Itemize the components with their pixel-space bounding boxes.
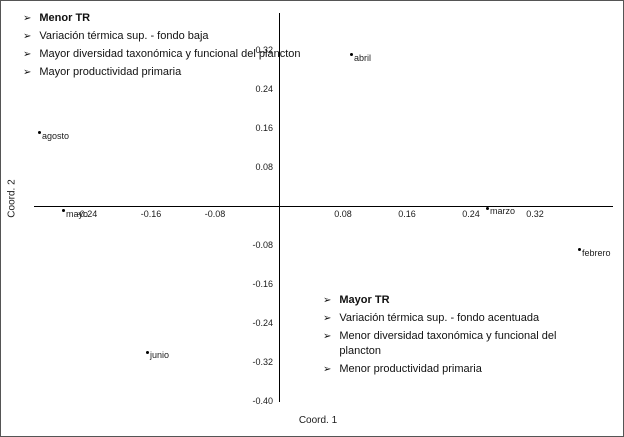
arrow-bullet-icon: ➢ [323, 331, 332, 342]
scatter-point [349, 53, 353, 57]
y-tick-label: 0.32 [255, 45, 273, 55]
x-tick-label: -0.08 [204, 209, 226, 219]
annotation-item: ➢ Mayor TR [323, 293, 599, 308]
x-axis-title: Coord. 1 [298, 415, 338, 426]
arrow-bullet-icon: ➢ [23, 31, 32, 42]
y-tick-label: 0.16 [255, 123, 273, 133]
y-axis-line [279, 13, 280, 402]
annotation-bottom-right: ➢ Mayor TR ➢ Variación térmica sup. - fondo… [323, 293, 599, 380]
annotation-item: ➢ Menor diversidad taxonómica y funcional… [323, 329, 599, 359]
arrow-bullet-icon: ➢ [23, 13, 32, 24]
annotation-text: Mayor diversidad taxonómica y funcional … [39, 48, 301, 60]
scatter-point [145, 350, 149, 354]
scatter-point-label: junio [150, 350, 170, 361]
scatter-point-label: mayo [66, 208, 89, 219]
arrow-bullet-icon: ➢ [323, 295, 332, 306]
x-tick-label: 0.16 [398, 209, 416, 219]
annotation-text: Variación térmica sup. - fondo baja [39, 30, 209, 42]
arrow-bullet-icon: ➢ [23, 49, 32, 60]
annotation-top-left: ➢ Menor TR ➢ Variación térmica sup. - fondo… [23, 11, 309, 83]
scatter-point-label: agosto [42, 130, 70, 141]
annotation-text: Mayor TR [339, 294, 390, 306]
arrow-bullet-icon: ➢ [323, 364, 332, 375]
scatter-point-label: febrero [582, 247, 611, 258]
x-tick-label: 0.08 [334, 209, 352, 219]
scatter-point-label: abril [354, 52, 372, 63]
scatter-point [61, 209, 65, 213]
x-tick-label: -0.24 [76, 209, 98, 219]
annotation-item: ➢ Variación térmica sup. - fondo acentuad… [323, 311, 599, 326]
y-tick-label: 0.24 [255, 84, 273, 94]
scatter-point [485, 206, 489, 210]
y-tick-label: -0.40 [252, 396, 273, 406]
annotation-text: Menor productividad primaria [339, 363, 482, 375]
y-tick-label: -0.24 [252, 318, 273, 328]
annotation-text: Mayor productividad primaria [39, 66, 182, 78]
annotation-item: ➢ Menor TR [23, 11, 309, 26]
y-tick-label: -0.32 [252, 357, 273, 367]
x-tick-label: -0.16 [140, 209, 162, 219]
annotation-item: ➢ Variación térmica sup. - fondo baja [23, 29, 309, 44]
y-tick-label: -0.08 [252, 240, 273, 250]
scatter-point [37, 131, 41, 135]
scatter-point [577, 248, 581, 252]
annotation-text: Menor diversidad taxonómica y funcional … [339, 330, 557, 357]
annotation-text: Menor TR [39, 12, 91, 24]
y-axis-title: Coord. 2 [6, 179, 18, 218]
y-tick-label: -0.16 [252, 279, 273, 289]
x-axis-line [34, 206, 613, 207]
y-tick-label: 0.08 [255, 162, 273, 172]
arrow-bullet-icon: ➢ [323, 313, 332, 324]
arrow-bullet-icon: ➢ [23, 67, 32, 78]
scatter-point-label: marzo [490, 206, 516, 217]
annotation-item: ➢ Menor productividad primaria [323, 362, 599, 377]
annotation-item: ➢ Mayor productividad primaria [23, 65, 309, 80]
x-tick-label: 0.32 [526, 209, 544, 219]
annotation-text: Variación térmica sup. - fondo acentuada [339, 312, 540, 324]
x-tick-label: 0.24 [462, 209, 480, 219]
annotation-item: ➢ Mayor diversidad taxonómica y funcional… [23, 47, 309, 62]
